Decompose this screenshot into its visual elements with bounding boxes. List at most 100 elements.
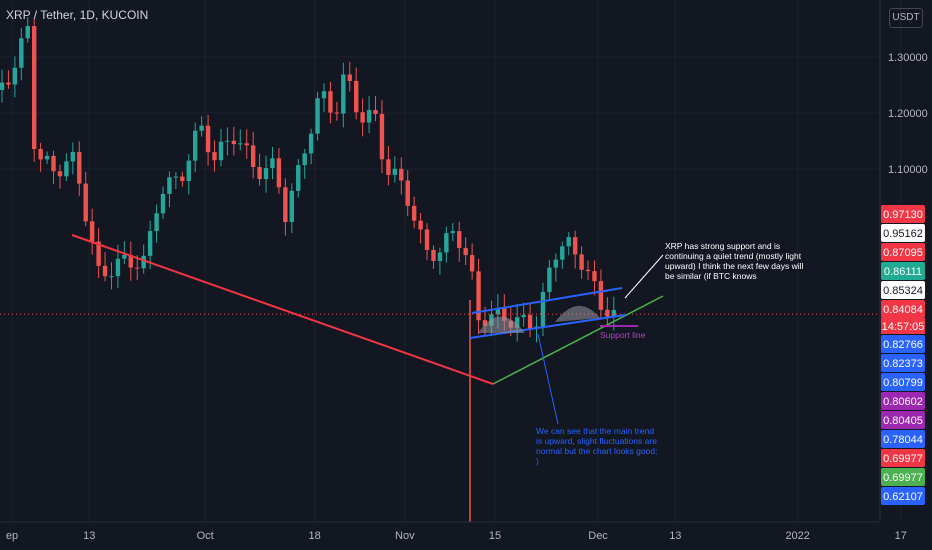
price-tick-label: 1.20000 [888, 108, 928, 120]
candle-body [592, 271, 597, 282]
candle-body [167, 177, 172, 194]
candle-body [476, 271, 481, 321]
candle-body [444, 233, 449, 253]
candle-body [128, 254, 133, 268]
candle-body [263, 168, 269, 180]
candle-body [199, 125, 204, 131]
candle-body [38, 148, 43, 160]
price-label-text: 0.80602 [883, 396, 923, 408]
candle-body [244, 143, 249, 146]
annotation-main: XRP has strong support and is continuing… [665, 241, 804, 281]
candle-body [553, 259, 559, 268]
price-label-box [881, 411, 925, 429]
price-label-text: 0.87095 [883, 247, 923, 259]
candle-body [457, 231, 462, 248]
annotation-trend: We can see that the main trend is upward… [536, 426, 658, 466]
price-label-text: 0.95162 [883, 228, 923, 240]
downtrend-line[interactable] [71, 234, 494, 385]
candle-body [373, 110, 378, 114]
currency-button[interactable]: USDT [889, 8, 923, 28]
symbol-header[interactable]: XRP / Tether, 1D, KUCOIN [6, 8, 149, 22]
candle-body [44, 155, 50, 160]
price-label-box [881, 205, 925, 223]
candle-body [12, 67, 18, 85]
arc-shape[interactable] [555, 305, 600, 322]
candle-body [572, 237, 578, 255]
candle-body [302, 153, 307, 166]
price-label-text: 0.85324 [883, 285, 923, 297]
uptrend-support-line[interactable] [492, 295, 664, 385]
countdown-box [881, 318, 925, 334]
candle-body [469, 255, 475, 272]
candle-body [180, 176, 185, 182]
candle-body [611, 309, 616, 317]
candle-body [225, 140, 230, 142]
candle-body [598, 281, 604, 310]
candle-body [77, 151, 82, 184]
price-label-text: 0.82766 [883, 339, 923, 351]
price-label-text: 0.69977 [883, 453, 923, 465]
candle-body [566, 237, 571, 247]
candle-body [109, 276, 114, 278]
candle-body [379, 113, 385, 160]
candle-body [57, 171, 63, 177]
candle-body [218, 141, 224, 161]
candle-body [308, 133, 314, 154]
countdown-text: 14:57:05 [882, 321, 925, 333]
price-label-box [881, 243, 925, 261]
price-label-box [881, 262, 925, 280]
callout-pointer [537, 333, 559, 425]
candle-body [250, 145, 256, 168]
candle-body [32, 26, 37, 149]
price-label-box [881, 300, 925, 318]
candle-body [463, 247, 468, 256]
time-tick-label: 2022 [785, 530, 809, 542]
candle-body [527, 315, 533, 329]
candle-body [141, 255, 146, 269]
candle-body [424, 229, 430, 250]
candle-body [283, 187, 288, 222]
candle-body [238, 143, 243, 145]
candle-body [231, 140, 237, 145]
channel-top-line[interactable] [471, 287, 623, 314]
price-label-text: 0.78044 [883, 434, 923, 446]
grid-lines [0, 0, 902, 522]
arc-shape[interactable] [478, 316, 525, 334]
candle-body [579, 254, 584, 270]
channel-bottom-line[interactable] [469, 314, 626, 339]
candle-body [115, 258, 121, 277]
candle-body [392, 168, 398, 175]
time-tick-label: 13 [669, 530, 681, 542]
candle-body [186, 160, 191, 182]
candle-body [495, 308, 501, 315]
price-label-box [881, 281, 925, 299]
price-label-text: 0.80405 [883, 415, 923, 427]
candle-body [585, 269, 591, 272]
time-tick-label: 17 [895, 530, 907, 542]
time-tick-label: Nov [395, 530, 415, 542]
price-label-box [881, 224, 925, 242]
price-axis[interactable]: 1.30000 1.20000 1.10000 [888, 52, 928, 176]
price-label-text: 0.97130 [883, 209, 923, 221]
price-label-box [881, 392, 925, 410]
candle-body [411, 205, 417, 221]
candle-body [521, 315, 526, 318]
price-label-box [881, 449, 925, 467]
time-axis[interactable]: ep13Oct18Nov15Dec13202217Feb14 [6, 530, 932, 542]
candle-body [122, 254, 127, 259]
candle-body [0, 82, 5, 90]
price-tick-label: 1.10000 [888, 164, 928, 176]
price-labels: 0.97130 0.95162 0.87095 0.86111 0.85324 0.840… [881, 205, 925, 505]
candle-body [51, 155, 56, 172]
price-label-text: 0.69977 [883, 472, 923, 484]
candle-body [437, 252, 443, 262]
candle-body [321, 91, 327, 99]
candle-body [515, 317, 520, 328]
callout-pointer [624, 254, 664, 299]
candle-body [547, 267, 552, 292]
price-label-box [881, 335, 925, 353]
candle-body [328, 91, 333, 113]
candle-body [89, 221, 95, 242]
